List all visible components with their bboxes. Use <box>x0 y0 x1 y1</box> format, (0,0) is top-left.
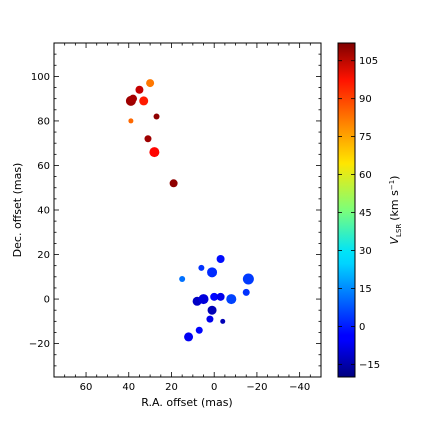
y-axis-label: Dec. offset (mas) <box>11 163 24 258</box>
data-point <box>135 85 144 94</box>
colorbar-tick-label: 60 <box>359 170 372 181</box>
data-point <box>207 305 217 315</box>
colorbar-label-unit: (km s <box>388 190 401 221</box>
data-point <box>169 179 178 188</box>
y-tick-label: 100 <box>31 72 50 83</box>
x-tick-label: 20 <box>165 382 178 393</box>
x-tick-label: 60 <box>80 382 93 393</box>
data-point <box>198 264 205 271</box>
colorbar-label-symbol: V <box>388 235 401 244</box>
data-point <box>220 318 226 324</box>
data-point <box>128 118 134 124</box>
y-tick-label: −20 <box>29 339 50 350</box>
y-tick-label: 40 <box>37 206 50 217</box>
colorbar: −15 0 15 30 45 60 75 90 105 <box>337 42 380 378</box>
data-point <box>206 315 214 323</box>
data-point <box>179 276 186 283</box>
data-point <box>144 135 152 143</box>
data-point <box>153 113 160 120</box>
data-point <box>129 94 138 103</box>
x-tick-label: 0 <box>211 382 217 393</box>
colorbar-tick-label: 30 <box>359 246 372 257</box>
colorbar-gradient <box>337 42 356 378</box>
colorbar-label-exponent: −1 <box>388 180 396 190</box>
colorbar-tick-label: 0 <box>359 322 365 333</box>
x-tick-label: 40 <box>122 382 135 393</box>
x-tick-label: −20 <box>246 382 267 393</box>
colorbar-label-close: ) <box>388 176 401 180</box>
colorbar-tick-label: 105 <box>359 56 378 67</box>
x-tick-label: −40 <box>289 382 310 393</box>
data-point <box>149 147 160 158</box>
data-point <box>198 294 209 305</box>
y-tick-label: 0 <box>44 295 50 306</box>
data-point <box>242 288 250 296</box>
data-point <box>146 79 155 88</box>
plot-area <box>53 42 322 378</box>
data-point <box>139 96 149 106</box>
colorbar-tick-label: 15 <box>359 284 372 295</box>
colorbar-label-subscript: LSR <box>395 224 403 237</box>
x-axis-label: R.A. offset (mas) <box>141 396 232 409</box>
y-axis: −20 0 20 40 60 80 100 <box>29 42 321 378</box>
colorbar-tick-label: 45 <box>359 208 372 219</box>
colorbar-tick-label: 75 <box>359 132 372 143</box>
data-point <box>216 292 225 301</box>
data-point <box>242 273 254 285</box>
data-point <box>210 292 219 301</box>
plot-frame <box>53 42 322 378</box>
data-point <box>184 332 194 342</box>
y-tick-label: 80 <box>37 116 50 127</box>
data-point <box>207 267 218 278</box>
data-point <box>216 254 225 263</box>
y-tick-label: 60 <box>37 161 50 172</box>
colorbar-label: VLSR (km s−1) <box>388 176 403 245</box>
data-point <box>195 326 203 334</box>
x-axis: 60 40 20 0 −20 −40 <box>53 43 322 393</box>
colorbar-tick-label: −15 <box>359 360 380 371</box>
data-point <box>226 294 237 305</box>
colorbar-tick-label: 90 <box>359 94 372 105</box>
y-tick-label: 20 <box>37 250 50 261</box>
